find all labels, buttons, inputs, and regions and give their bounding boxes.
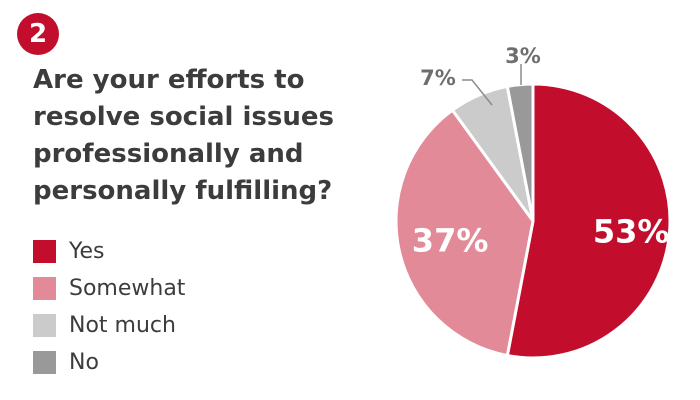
data-label-somewhat: 37% [412,222,489,260]
data-label-not-much: 7% [420,66,456,90]
pie-slice-yes [505,82,672,360]
pie-slice-no [505,82,535,223]
legend-label-not-much: Not much [69,313,176,338]
question-line: Are your efforts to [33,65,305,95]
data-label-no: 3% [505,44,541,68]
question-line: personally fulfilling? [33,176,333,206]
legend-swatch-no [33,351,56,374]
legend-label-no: No [69,350,99,375]
data-label-yes: 53% [593,212,670,250]
question-line: resolve social issues [33,102,334,132]
legend-item-somewhat: Somewhat [33,270,185,307]
legend-swatch-somewhat [33,277,56,300]
legend-item-yes: Yes [33,233,185,270]
question-text: Are your efforts to resolve social issue… [33,62,334,210]
legend-label-yes: Yes [69,239,105,264]
question-line: professionally and [33,139,304,169]
legend-item-no: No [33,344,185,381]
legend-swatch-yes [33,240,56,263]
legend-item-not-much: Not much [33,307,185,344]
chart-legend: Yes Somewhat Not much No [33,233,185,381]
leader-line-not-much [462,79,493,106]
question-number-badge: 2 [17,13,59,55]
question-number: 2 [28,19,48,49]
legend-swatch-not-much [33,314,56,337]
pie-slice-somewhat [394,108,535,358]
legend-label-somewhat: Somewhat [69,276,186,301]
